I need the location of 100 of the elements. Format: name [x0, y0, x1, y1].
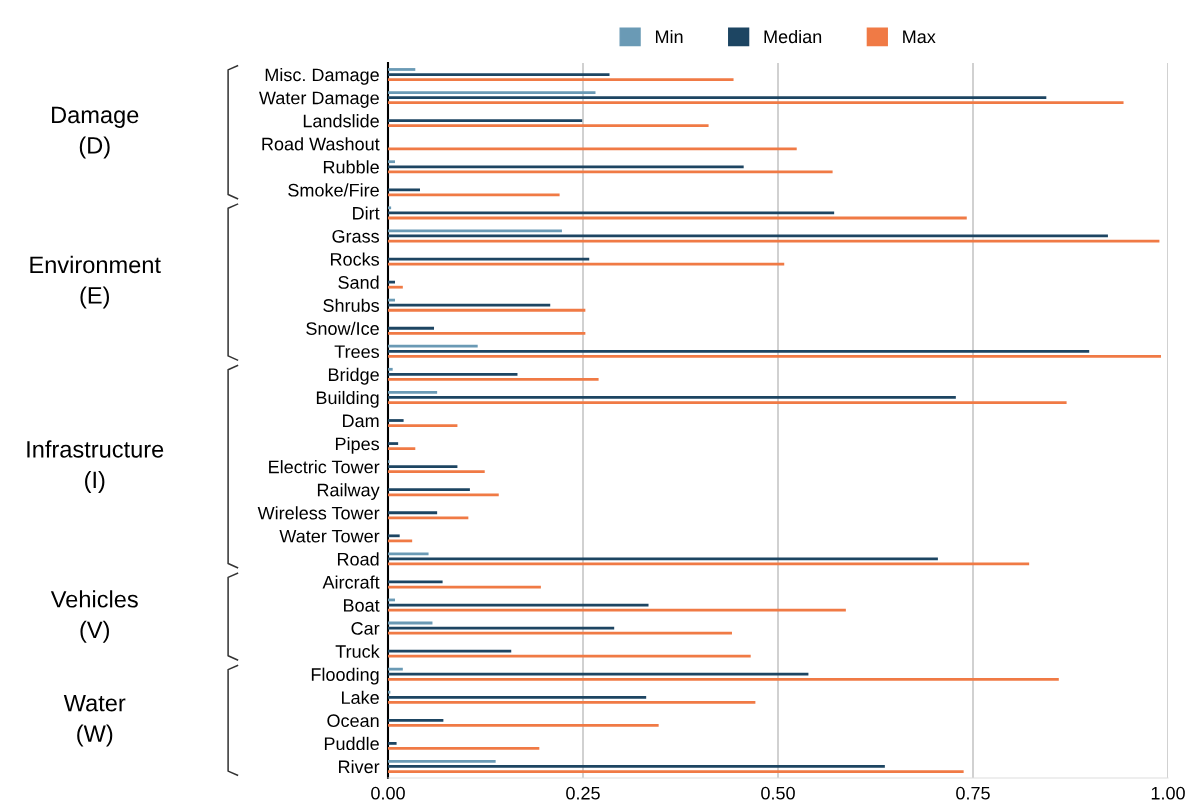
y-tick-label: River — [339, 759, 380, 774]
bar — [388, 68, 416, 71]
bar — [388, 91, 596, 94]
y-tick-label: Rubble — [323, 160, 379, 174]
bar — [388, 770, 964, 773]
y-tick-label: Bridge — [328, 367, 379, 385]
bar — [388, 677, 1059, 681]
bar — [388, 511, 438, 515]
bar — [388, 355, 1161, 358]
bar — [388, 672, 809, 676]
bar — [388, 401, 1067, 404]
y-tick-label: Sand — [338, 275, 379, 289]
bar — [388, 447, 416, 451]
x-tick-label: 0.75 — [956, 786, 990, 800]
bar — [388, 206, 392, 210]
x-tick-label: 1.00 — [1151, 786, 1185, 800]
bar — [388, 372, 518, 376]
y-tick-label: Ocean — [327, 714, 379, 728]
y-tick-label: Flooding — [311, 667, 379, 685]
bar — [388, 742, 397, 745]
bar — [388, 285, 403, 289]
bar — [388, 262, 785, 266]
y-tick-label: Railway — [317, 483, 380, 500]
bar — [388, 73, 610, 76]
bar — [388, 493, 499, 497]
y-tick-label: Trees — [334, 345, 380, 359]
y-tick-label: Smoke/Fire — [288, 183, 379, 197]
bar — [388, 631, 732, 635]
bar — [388, 419, 404, 422]
bar — [388, 654, 751, 658]
bar — [388, 649, 512, 653]
bar — [388, 378, 599, 381]
bar — [388, 667, 403, 671]
y-tick-label: Water Damage — [259, 91, 379, 108]
y-tick-label: Road Washout — [262, 137, 380, 151]
bar — [388, 396, 956, 399]
y-tick-label: Building — [316, 390, 379, 408]
bar — [388, 170, 833, 174]
x-tick-label: 0.00 — [371, 786, 405, 800]
y-tick-label: Grass — [332, 229, 380, 243]
y-tick-label: Landslide — [303, 114, 379, 128]
bar — [388, 695, 647, 699]
y-tick-label: Lake — [342, 690, 379, 704]
y-tick-label: Boat — [344, 599, 380, 612]
text: Infrastructure (I) — [27, 440, 164, 493]
bar — [388, 724, 659, 727]
y-tick-label: Truck — [335, 644, 380, 658]
y-tick-label: Rocks — [330, 252, 380, 266]
bar — [388, 303, 551, 307]
bar — [388, 124, 709, 128]
y-tick-label: Water Tower — [279, 529, 380, 543]
bar — [388, 160, 396, 164]
bar — [388, 690, 391, 694]
bar — [388, 390, 438, 394]
y-tick-label: Road — [337, 552, 379, 566]
legend-label: Max — [903, 30, 936, 44]
bar — [388, 188, 420, 192]
text: Damage (D) — [52, 106, 139, 159]
bar — [388, 101, 1124, 105]
y-tick-label: Electric Tower — [269, 460, 380, 474]
bar — [388, 308, 586, 312]
bar — [388, 147, 797, 151]
bar — [388, 465, 458, 469]
y-tick-label: Dirt — [353, 206, 380, 220]
bar — [388, 326, 435, 330]
bar — [388, 765, 885, 768]
bar — [388, 78, 734, 81]
bar — [388, 165, 744, 169]
bar — [388, 119, 583, 123]
bar — [388, 760, 496, 763]
y-tick-label: Shrubs — [323, 298, 380, 312]
text: Vehicles (V) — [50, 590, 138, 643]
bar — [388, 516, 469, 520]
y-tick-label: Snow/Ice — [306, 321, 379, 335]
legend-label: Median — [764, 29, 822, 44]
y-tick-label: Wireless Tower — [257, 506, 380, 520]
bar — [388, 700, 756, 704]
bar — [388, 488, 470, 492]
y-tick-label: Dam — [343, 414, 379, 428]
x-tick-label: 0.50 — [761, 786, 795, 800]
x-tick-label: 0.25 — [566, 786, 600, 800]
y-tick-label: Pipes — [335, 437, 380, 454]
y-tick-label: Aircraft — [322, 575, 380, 589]
bar — [388, 534, 400, 538]
y-tick-label: Car — [351, 622, 380, 635]
y-tick-label: Puddle — [324, 736, 379, 751]
bar — [388, 424, 458, 427]
bar — [388, 470, 485, 474]
bar — [388, 331, 586, 335]
bar — [388, 96, 1047, 99]
y-tick-label: Misc. Damage — [265, 67, 379, 85]
bar — [388, 552, 429, 556]
legend-label: Min — [655, 29, 683, 43]
bar — [388, 344, 478, 348]
bar — [388, 349, 1090, 353]
bar — [388, 367, 393, 371]
text: Environment (E) — [30, 255, 161, 309]
bar — [388, 747, 540, 750]
bar — [388, 718, 444, 722]
text: Water (W) — [63, 694, 126, 747]
